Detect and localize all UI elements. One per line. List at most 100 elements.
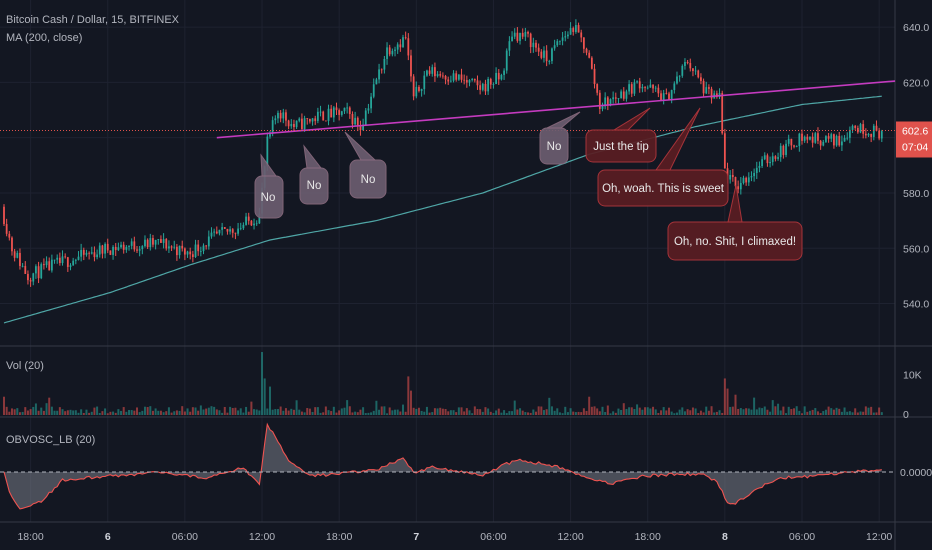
volume-bar	[867, 407, 870, 415]
callout-box	[597, 169, 729, 207]
candle-body	[827, 136, 830, 139]
trend-layer	[0, 80, 896, 139]
candle-body	[122, 244, 125, 250]
candle-body	[835, 135, 838, 146]
volume-bar	[500, 412, 503, 415]
volume-bar	[774, 406, 777, 415]
candle-body	[841, 141, 843, 146]
volume-bar	[580, 412, 583, 415]
candle-body	[867, 133, 870, 136]
candle-body	[210, 232, 213, 237]
price-tick-label: 640.0	[903, 22, 929, 34]
candle-body	[364, 110, 367, 125]
time-tick-label: 6	[105, 531, 111, 543]
candle-body	[186, 251, 189, 255]
volume-bar	[175, 410, 178, 415]
candle-body	[633, 82, 636, 94]
volume-bar	[537, 406, 540, 415]
volume-bar	[723, 378, 726, 415]
candle-body	[50, 259, 53, 271]
volume-bar	[287, 410, 290, 415]
volume-bar	[795, 406, 798, 415]
candle-body	[457, 74, 460, 80]
candle-body	[330, 108, 333, 118]
volume-bar	[40, 407, 43, 415]
candle-body	[859, 124, 862, 133]
candle-body	[410, 55, 412, 77]
candle-body	[604, 97, 607, 107]
candle-body	[130, 241, 133, 246]
candle-body	[306, 118, 309, 119]
volume-bar	[779, 410, 782, 415]
volume-legend[interactable]: Vol (20)	[6, 360, 44, 372]
callout-box	[254, 175, 284, 219]
candle-body	[133, 241, 136, 250]
candle-body	[402, 37, 404, 48]
volume-bar	[808, 410, 811, 415]
volume-bar	[532, 409, 535, 415]
volume-bar	[98, 412, 101, 415]
volume-bar	[141, 410, 144, 415]
price-tick-label: 560.0	[903, 243, 929, 255]
candle-body	[723, 133, 726, 169]
volume-bar	[69, 409, 72, 415]
volume-bar	[327, 410, 330, 415]
volume-bar	[824, 409, 827, 415]
callouts: No No No No Just the tip Oh, woah. This is sw…	[254, 107, 803, 261]
candle-body	[851, 125, 854, 130]
candle-body	[843, 138, 846, 142]
volume-bar	[843, 407, 846, 415]
volume-bar	[394, 409, 397, 415]
volume-bar	[370, 412, 373, 415]
candle-body	[668, 93, 670, 101]
volume-bar	[50, 406, 53, 415]
candle-body	[721, 93, 724, 134]
volume-bar	[290, 408, 293, 415]
candle-body	[519, 32, 521, 41]
candle-body	[809, 136, 811, 140]
volume-bar	[258, 410, 261, 415]
volume-bar	[261, 352, 264, 415]
candle-body	[585, 48, 588, 53]
candle-body	[537, 47, 540, 52]
candle-body	[543, 50, 545, 58]
volume-bar	[420, 410, 423, 415]
candle-body	[434, 67, 436, 77]
volume-bar	[875, 412, 878, 415]
candle-body	[370, 96, 372, 109]
volume-bar	[210, 406, 213, 415]
candle-body	[484, 83, 487, 92]
volume-bar	[88, 412, 91, 415]
volume-bar	[673, 413, 676, 415]
candle-body	[766, 155, 769, 164]
volume-bar	[247, 411, 250, 415]
candle-body	[814, 133, 817, 143]
candle-body	[745, 177, 748, 183]
candle-body	[649, 84, 652, 88]
volume-bar	[234, 407, 237, 415]
obv-area	[4, 424, 882, 509]
candle-body	[838, 135, 841, 146]
candle-body	[157, 239, 160, 240]
volume-bar	[80, 409, 83, 415]
volume-bar	[245, 406, 248, 415]
volume-bar	[790, 409, 793, 415]
volume-bar	[199, 405, 202, 415]
obv-legend[interactable]: OBVOSC_LB (20)	[6, 434, 96, 446]
volume-bar	[66, 410, 69, 415]
volume-bar	[564, 406, 567, 415]
candle-body	[420, 89, 423, 91]
candle-body	[311, 118, 314, 122]
volume-bar	[316, 407, 319, 415]
symbol-legend[interactable]: Bitcoin Cash / Dollar, 15, BITFINEX	[6, 14, 180, 26]
volume-bar	[8, 411, 11, 415]
candle-body	[774, 156, 777, 159]
candle-body	[582, 37, 585, 49]
ma-legend[interactable]: MA (200, close)	[6, 32, 83, 44]
candle-body	[761, 159, 763, 166]
candle-body	[197, 244, 200, 252]
candle-body	[864, 133, 867, 136]
candle-body	[144, 239, 146, 247]
volume-bar	[106, 413, 109, 415]
